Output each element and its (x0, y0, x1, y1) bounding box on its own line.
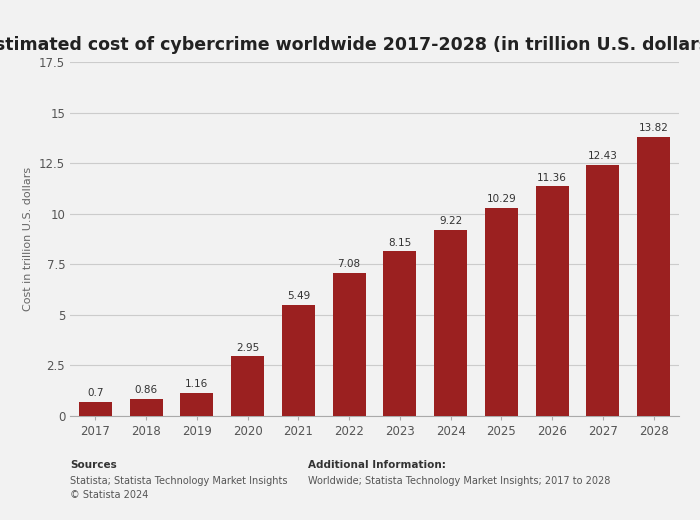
Text: 8.15: 8.15 (389, 238, 412, 248)
Bar (181, 393, 214, 416)
Bar (282, 305, 315, 416)
Text: 0.7: 0.7 (87, 388, 104, 398)
Text: Statista; Statista Technology Market Insights: Statista; Statista Technology Market Ins… (70, 476, 288, 486)
Bar (587, 165, 620, 416)
Text: 5.49: 5.49 (287, 291, 310, 302)
Text: 0.86: 0.86 (134, 385, 158, 395)
Text: 9.22: 9.22 (439, 216, 462, 226)
Y-axis label: Cost in trillion U.S. dollars: Cost in trillion U.S. dollars (24, 167, 34, 311)
Bar (637, 137, 670, 416)
Bar (332, 273, 365, 416)
Text: Estimated cost of cybercrime worldwide 2017-2028 (in trillion U.S. dollars): Estimated cost of cybercrime worldwide 2… (0, 36, 700, 55)
Text: 13.82: 13.82 (638, 123, 668, 133)
Text: 10.29: 10.29 (486, 194, 517, 204)
Text: Worldwide; Statista Technology Market Insights; 2017 to 2028: Worldwide; Statista Technology Market In… (308, 476, 610, 486)
Bar (536, 187, 568, 416)
Text: 2.95: 2.95 (236, 343, 259, 353)
Text: Additional Information:: Additional Information: (308, 460, 446, 470)
Text: 7.08: 7.08 (337, 259, 360, 269)
Text: © Statista 2024: © Statista 2024 (70, 490, 148, 500)
Bar (384, 251, 416, 416)
Bar (130, 399, 162, 416)
Text: 1.16: 1.16 (186, 379, 209, 389)
Text: 12.43: 12.43 (588, 151, 618, 161)
Bar (434, 230, 467, 416)
Bar (485, 208, 518, 416)
Text: 11.36: 11.36 (537, 173, 567, 183)
Text: Sources: Sources (70, 460, 117, 470)
Bar (79, 402, 112, 416)
Bar (231, 356, 264, 416)
